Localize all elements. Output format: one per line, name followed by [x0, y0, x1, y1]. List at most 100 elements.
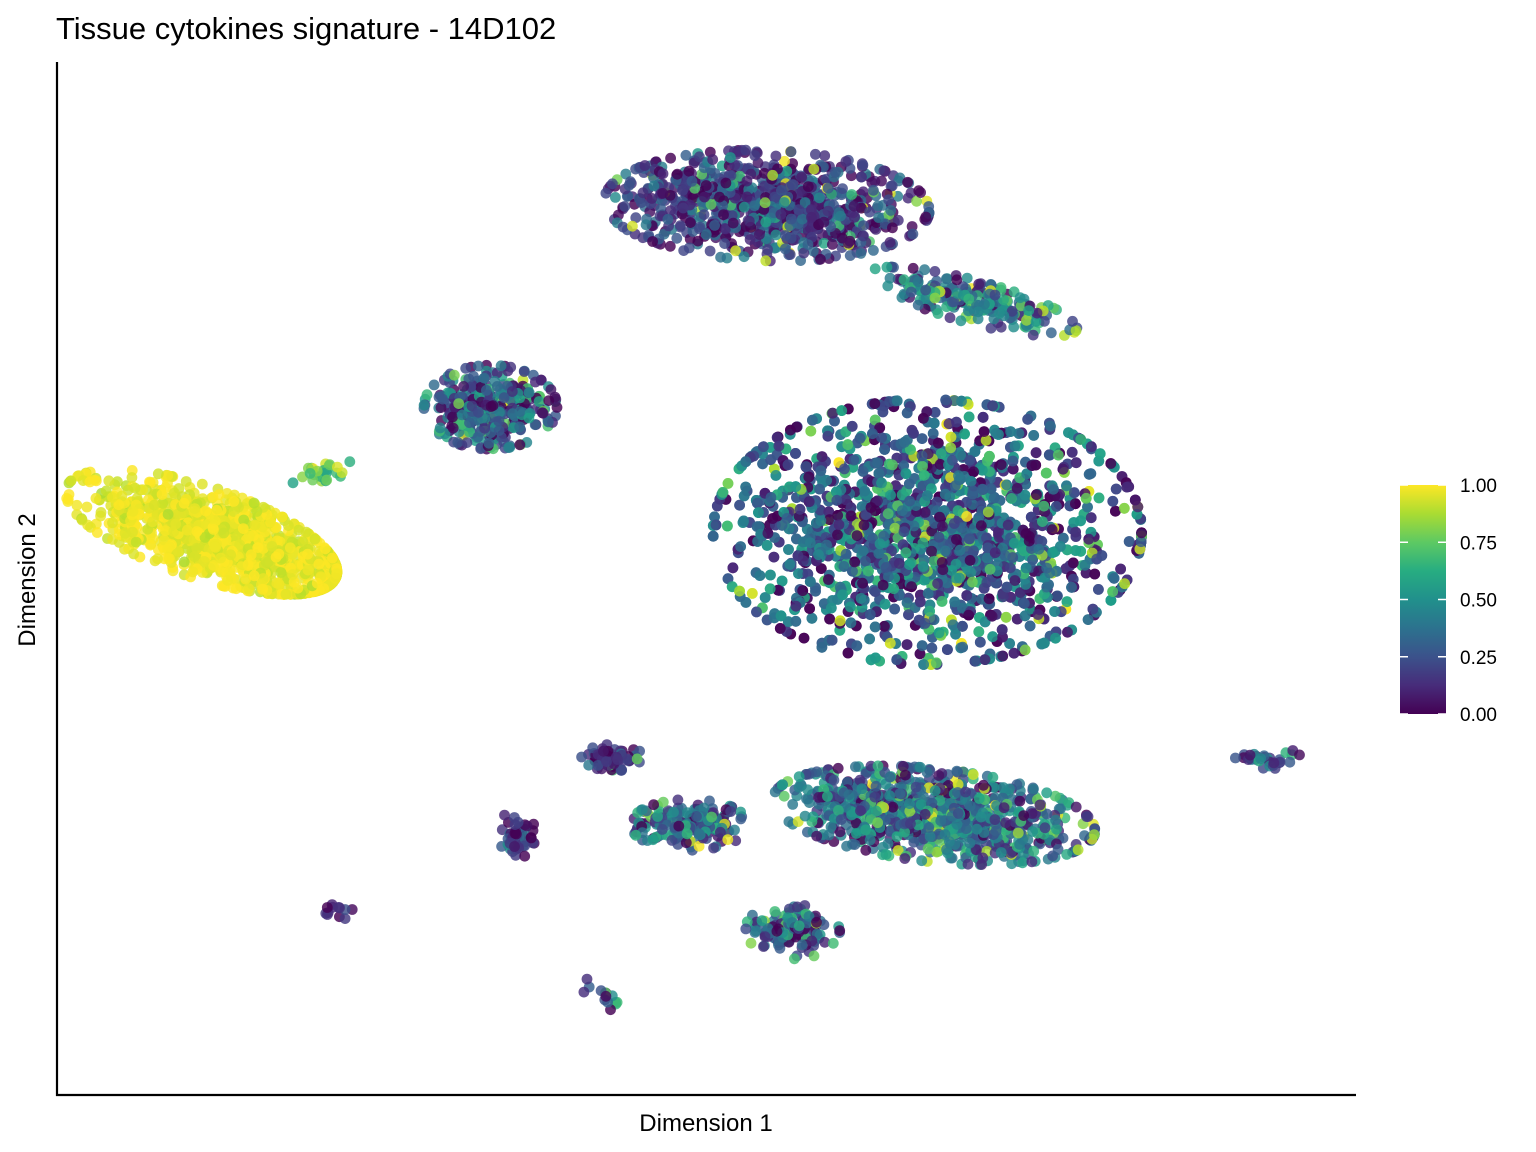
scatter-point: [240, 573, 252, 585]
scatter-point: [778, 197, 790, 208]
scatter-point: [858, 220, 869, 232]
scatter-point: [884, 237, 896, 248]
scatter-point: [898, 274, 910, 286]
scatter-point: [460, 362, 472, 374]
scatter-point: [225, 549, 237, 561]
scatter-point: [283, 520, 294, 531]
scatter-point: [1008, 647, 1020, 659]
scatter-point: [330, 572, 341, 584]
scatter-point: [751, 606, 762, 618]
scatter-point: [822, 182, 834, 194]
scatter-point: [662, 213, 674, 225]
scatter-point: [972, 306, 984, 318]
scatter-point: [156, 489, 168, 500]
scatter-point: [249, 519, 261, 531]
scatter-point: [848, 200, 860, 212]
scatter-point: [523, 412, 535, 424]
scatter-point: [635, 197, 647, 209]
scatter-point: [810, 148, 821, 160]
scatter-point: [1070, 325, 1082, 336]
scatter-point: [857, 159, 869, 171]
scatter-point: [493, 425, 505, 436]
scatter-point: [251, 506, 263, 517]
scatter-point: [819, 150, 831, 162]
scatter-point: [292, 582, 304, 594]
scatter-point: [119, 527, 131, 539]
scatter-point: [71, 499, 83, 511]
scatter-point: [727, 562, 739, 574]
scatter-point: [1027, 329, 1039, 341]
scatter-point: [200, 505, 212, 517]
scatter-point: [759, 197, 771, 209]
scatter-point: [218, 527, 230, 539]
scatter-point: [162, 543, 173, 555]
scatter-point: [116, 490, 128, 502]
scatter-point: [344, 456, 356, 468]
scatter-point: [196, 478, 208, 490]
scatter-point: [627, 220, 638, 232]
scatter-point: [822, 205, 834, 217]
scatter-point: [787, 179, 799, 191]
scatter-point: [761, 540, 773, 551]
scatter-point: [639, 160, 651, 171]
scatter-point: [835, 210, 846, 222]
scatter-point: [619, 201, 631, 212]
scatter-point: [493, 415, 505, 427]
scatter-point: [929, 266, 941, 277]
scatter-point: [302, 564, 314, 576]
scatter-point: [170, 518, 182, 530]
scatter-point: [464, 417, 475, 429]
scatter-point: [677, 202, 689, 214]
scatter-point: [775, 209, 787, 220]
scatter-point: [62, 494, 74, 505]
scatter-point: [994, 308, 1005, 319]
scatter-point: [1014, 292, 1026, 304]
scatter-point: [640, 219, 652, 231]
scatter-point: [671, 168, 683, 180]
scatter-point: [699, 191, 710, 203]
scatter-point: [211, 504, 223, 516]
scatter-point: [855, 248, 867, 259]
scatter-point: [523, 387, 535, 398]
chart-title: Tissue cytokines signature - 14D102: [56, 11, 556, 46]
scatter-point: [487, 400, 499, 411]
scatter-point: [157, 497, 169, 509]
scatter-point: [814, 192, 825, 204]
scatter-point: [495, 360, 507, 372]
scatter-point: [472, 360, 484, 372]
scatter-point: [675, 220, 686, 232]
scatter-point: [744, 234, 756, 245]
scatter-point: [270, 551, 282, 563]
scatter-point: [164, 553, 175, 564]
scatter-point: [533, 396, 545, 407]
scatter-point: [1045, 327, 1057, 339]
scatter-point: [309, 533, 321, 545]
scatter-point: [209, 541, 221, 552]
scatter-point: [844, 250, 856, 261]
scatter-point: [872, 200, 884, 212]
scatter-point: [514, 439, 526, 451]
scatter-point: [830, 166, 841, 178]
scatter-point: [749, 200, 760, 212]
scatter-point: [762, 244, 773, 256]
scatter-point: [458, 381, 469, 392]
scatter-point: [189, 551, 201, 562]
scatter-point: [883, 194, 895, 206]
scatter-point: [472, 431, 484, 443]
scatter-point: [727, 217, 739, 229]
scatter-point: [327, 552, 338, 564]
scatter-point: [180, 476, 192, 487]
scatter-point: [709, 168, 721, 179]
scatter-point: [126, 472, 138, 483]
scatter-point: [503, 442, 514, 453]
scatter-point: [248, 570, 260, 582]
scatter-point: [686, 175, 698, 187]
scatter-point: [963, 293, 975, 305]
scatter-point: [187, 566, 199, 578]
scatter-point: [743, 215, 755, 227]
scatter-point: [266, 541, 278, 552]
scatter-point: [647, 236, 658, 247]
scatter-point: [882, 280, 894, 292]
scatter-point: [951, 274, 963, 286]
